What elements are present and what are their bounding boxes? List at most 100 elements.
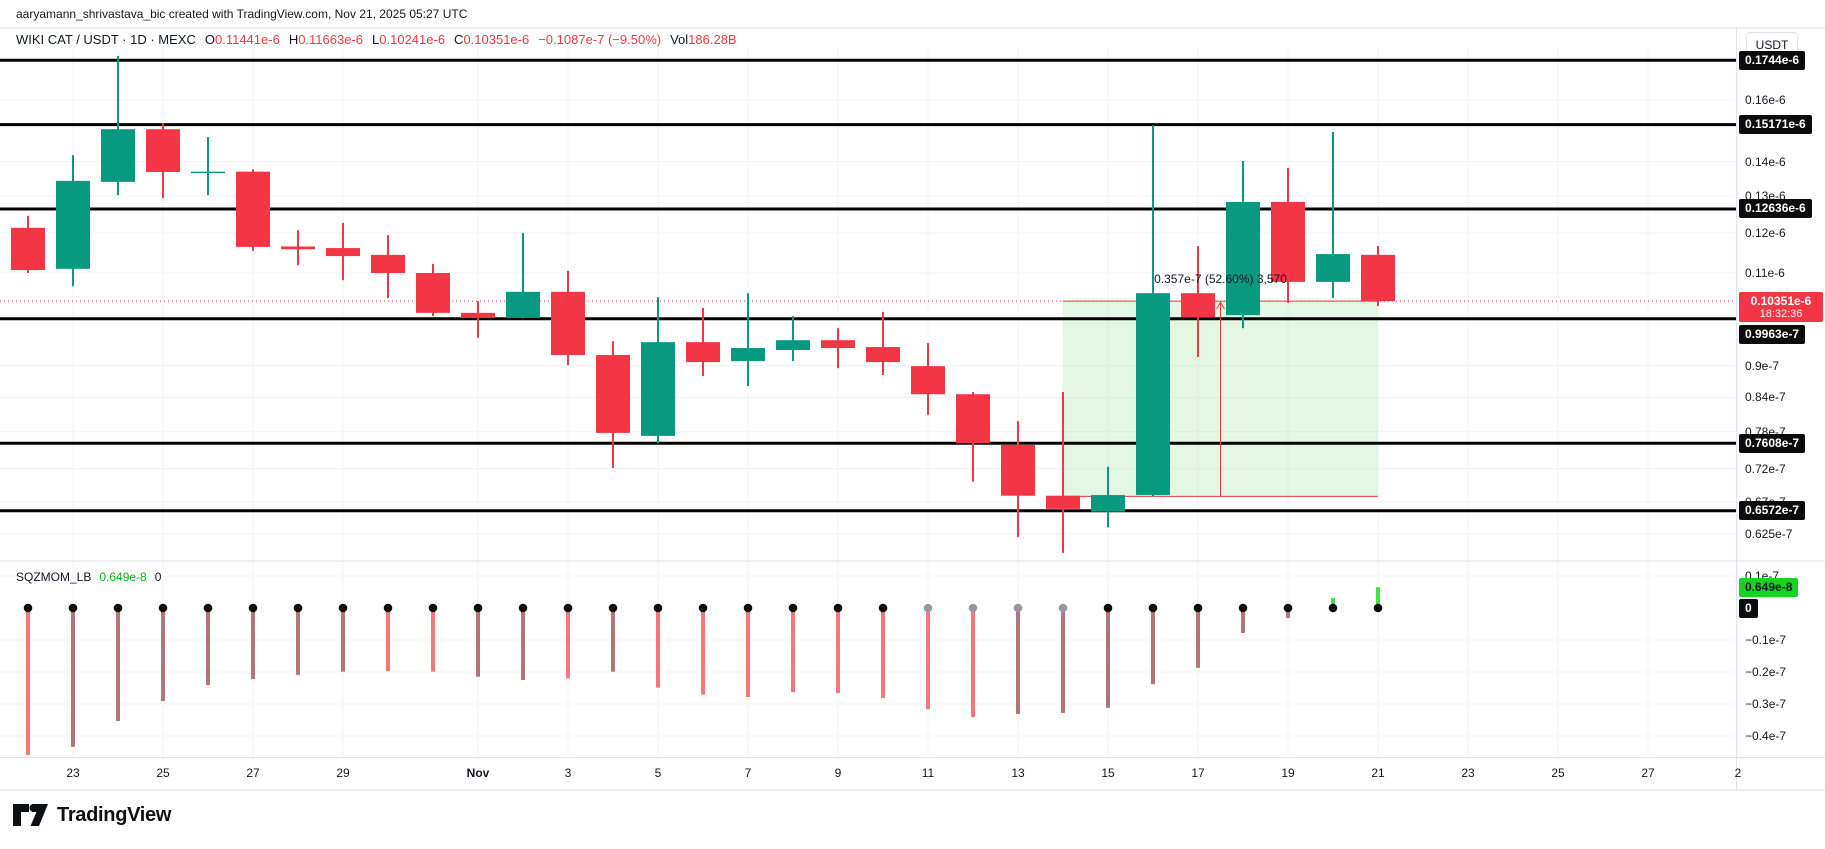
candle-body-nov-14 [1046,495,1080,509]
candle-body-oct-22 [11,227,45,271]
low-value: L0.10241e-6 [372,32,446,47]
momentum-bar [116,608,120,721]
momentum-bar [386,608,390,672]
price-tick-label: 0.14e-6 [1745,154,1786,169]
measure-arrow-head[interactable] [1216,301,1225,310]
brand-wordmark: TradingView [57,803,172,826]
candle-body-nov-21 [1361,254,1395,302]
candle-body-oct-26 [191,171,225,174]
candle-body-oct-31 [416,272,450,313]
momentum-tick-label: −0.3e-7 [1745,697,1787,711]
bar-countdown: 18:32:36 [1759,307,1803,320]
squeeze-dot [833,603,843,613]
price-level-tag: 0.1744e-6 [1739,50,1806,70]
squeeze-dot [788,603,798,613]
momentum-bar [1061,608,1065,713]
time-axis-label: 3 [564,766,572,780]
momentum-bar [1241,608,1245,633]
squeeze-dot [878,603,888,613]
candle-body-nov-16 [1136,293,1170,496]
tradingview-footer[interactable]: TradingView [13,803,171,827]
momentum-bar [296,608,300,675]
momentum-bar [971,608,975,718]
squeeze-dot [1373,603,1383,613]
candle-body-nov-15 [1091,495,1125,512]
momentum-bar [836,608,840,694]
momentum-bar [431,608,435,672]
time-axis-label: 23 [66,766,80,780]
volume-value: Vol186.28B [670,32,737,47]
measure-tool-label[interactable]: 0.357e-7 (52.60%) 3,570 [1154,272,1287,287]
time-axis-label: 19 [1281,766,1295,780]
momentum-bar [206,608,210,686]
symbol-title[interactable]: WIKI CAT / USDT · 1D · MEXC [16,32,196,47]
squeeze-dot [203,603,213,613]
momentum-bar [251,608,255,680]
squeeze-dot [1148,603,1158,613]
momentum-bar [1376,587,1380,608]
momentum-bar [1331,598,1335,608]
squeeze-dot [1328,603,1338,613]
open-value: O0.11441e-6 [204,32,280,47]
candle-body-nov-9 [821,340,855,349]
time-axis-label: 11 [921,766,935,780]
squeeze-dot [1283,603,1293,613]
time-axis-label: 27 [246,766,260,780]
candle-body-nov-5 [641,342,675,436]
price-tick-label: 0.16e-6 [1745,92,1786,107]
time-axis-label: 9 [834,766,842,780]
candle-body-oct-23 [56,180,90,269]
squeeze-dot [1238,603,1248,613]
price-level-tag: 0.15171e-6 [1739,115,1812,135]
squeeze-dot [68,603,78,613]
squeeze-dot [518,603,528,613]
time-axis-label: 7 [744,766,752,780]
momentum-bar [161,608,165,702]
price-level-tag: 0.6572e-7 [1739,501,1806,521]
squeeze-dot [923,603,933,613]
momentum-bar [701,608,705,695]
squeeze-dot [1013,603,1023,613]
squeeze-dot [113,603,123,613]
momentum-bar [611,608,615,672]
price-tick-label: 0.84e-7 [1745,390,1786,405]
momentum-tick-label: −0.1e-7 [1745,633,1787,647]
time-axis-label: 13 [1011,766,1025,780]
time-axis-label: 23 [1461,766,1475,780]
candle-body-nov-1 [461,312,495,318]
time-axis-label: Nov [466,766,490,780]
candle-body-nov-10 [866,347,900,363]
momentum-tick-label: −0.2e-7 [1745,665,1787,679]
momentum-bar [656,608,660,688]
squeeze-dot [1193,603,1203,613]
time-axis-label: 2 [1734,766,1742,780]
time-axis-label: 15 [1101,766,1115,780]
squeeze-dot [158,603,168,613]
momentum-bar [566,608,570,679]
squeeze-dot [1058,603,1068,613]
symbol-legend: WIKI CAT / USDT · 1D · MEXC O0.11441e-6 … [16,32,737,47]
time-axis-label: 29 [336,766,350,780]
momentum-value-tag: 0.649e-8 [1739,577,1799,597]
indicator-name[interactable]: SQZMOM_LB [16,570,92,584]
candle-body-nov-11 [911,366,945,395]
indicator-zero-value: 0 [154,570,162,584]
squeeze-dot [473,603,483,613]
momentum-bar [746,608,750,697]
close-value: C0.10351e-6 [454,32,530,47]
candle-body-oct-29 [326,248,360,257]
price-tick-label: 0.13e-6 [1745,188,1786,203]
candle-body-nov-12 [956,394,990,444]
attribution-text: aaryamann_shrivastava_bic created with T… [16,7,468,21]
momentum-bar [1196,608,1200,668]
candle-body-nov-13 [1001,444,1035,496]
momentum-bar [476,608,480,677]
momentum-bar [1286,608,1290,618]
indicator-legend: SQZMOM_LB 0.649e-8 0 [16,570,161,584]
time-axis-label: 21 [1371,766,1385,780]
squeeze-dot [653,603,663,613]
candle-body-nov-3 [551,291,585,355]
last-price-tag: 0.10351e-6 18:32:36 [1739,291,1823,322]
time-axis-label: 27 [1641,766,1655,780]
